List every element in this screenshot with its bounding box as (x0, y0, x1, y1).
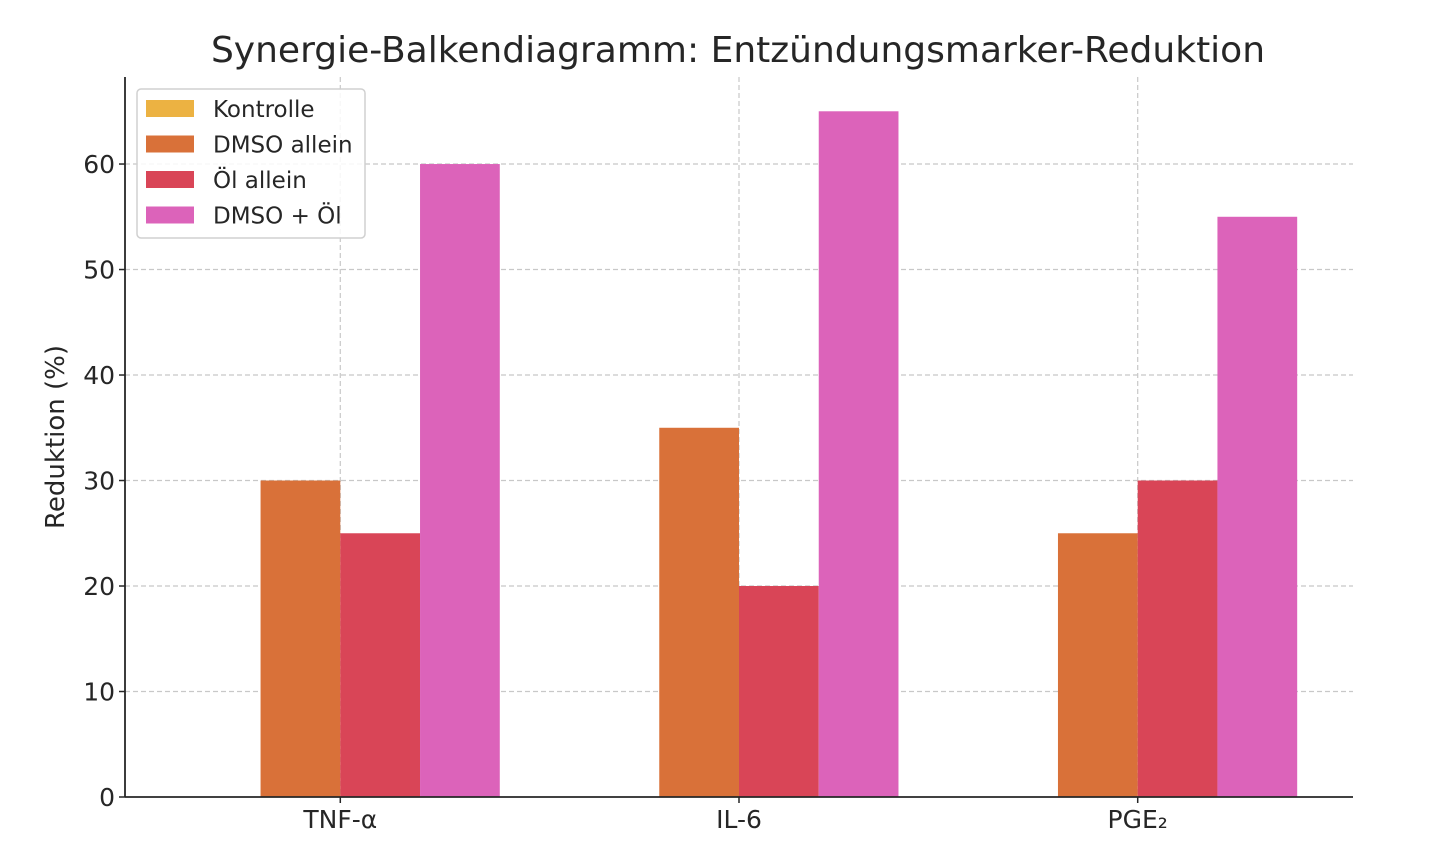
legend-label: Öl allein (213, 166, 307, 194)
legend-swatch (146, 171, 194, 188)
y-tick-label: 20 (83, 572, 115, 601)
legend-label: DMSO allein (213, 133, 353, 159)
legend-label: DMSO + Öl (213, 202, 342, 230)
bar--l-allein-2 (1137, 480, 1218, 797)
bar-dmso-l-1 (818, 111, 899, 798)
bar-dmso-l-2 (1217, 216, 1298, 797)
chart-title: Synergie-Balkendiagramm: Entzündungsmark… (211, 30, 1265, 71)
y-tick-label: 10 (83, 678, 115, 707)
y-tick-label: 50 (83, 256, 115, 285)
y-tick-label: 0 (99, 783, 115, 812)
x-tick-label: IL-6 (716, 805, 762, 834)
x-tick-label: TNF-α (302, 805, 377, 834)
y-axis-label: Reduktion (%) (41, 345, 71, 529)
legend-swatch (146, 100, 194, 117)
bar-dmso-l-0 (420, 164, 500, 798)
legend-swatch (146, 135, 194, 153)
bar--l-allein-0 (340, 533, 421, 797)
y-tick-label: 30 (83, 467, 115, 496)
x-tick-label: PGE₂ (1108, 805, 1168, 834)
legend: Kontrolle DMSO allein Öl allein DMSO + Öl (136, 88, 366, 239)
bar-dmso-allein-2 (1057, 533, 1138, 797)
legend-box (136, 88, 366, 239)
bar-dmso-allein-1 (659, 427, 739, 797)
y-tick-label: 40 (83, 361, 115, 390)
y-tick-label: 60 (83, 150, 115, 179)
axes: 0 10 20 30 40 50 60 TNF-α IL-6 PGE₂ (83, 77, 1353, 834)
legend-swatch (146, 206, 194, 224)
bar--l-allein-1 (739, 586, 819, 797)
bar-dmso-allein-0 (260, 480, 341, 797)
legend-label: Kontrolle (213, 97, 315, 123)
bars (260, 111, 1298, 798)
